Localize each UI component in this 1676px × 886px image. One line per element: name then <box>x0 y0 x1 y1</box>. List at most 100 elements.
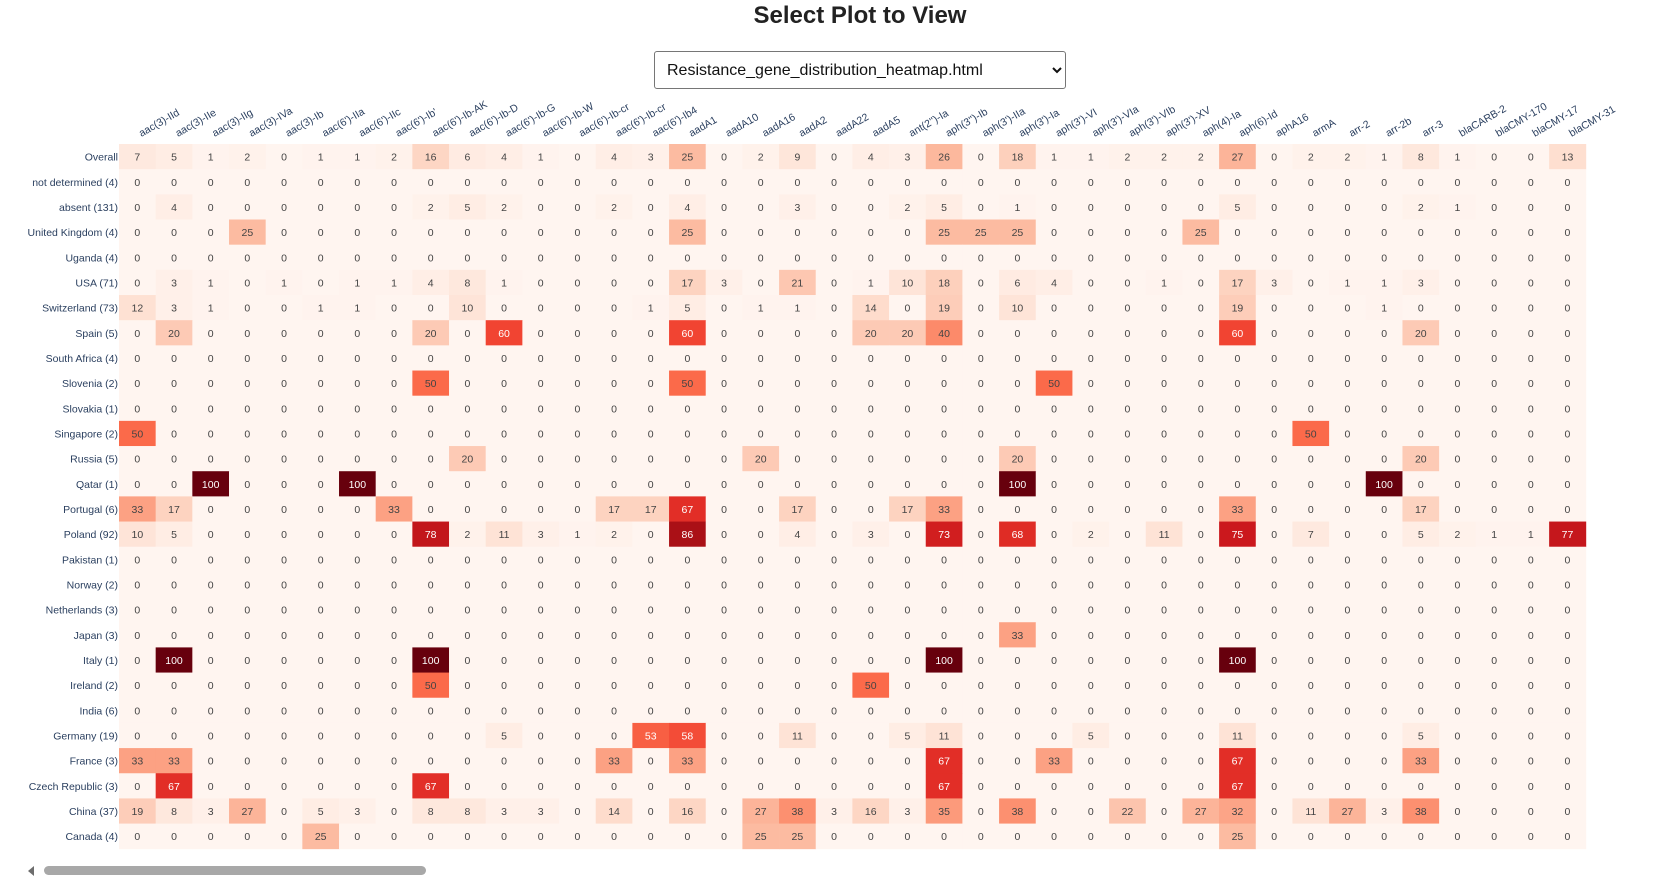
heatmap-cell[interactable] <box>779 144 817 170</box>
heatmap-cell[interactable] <box>742 320 780 346</box>
heatmap-cell[interactable] <box>815 194 853 220</box>
heatmap-cell[interactable] <box>119 219 157 246</box>
heatmap-cell[interactable] <box>852 169 890 195</box>
horizontal-scrollbar[interactable] <box>28 865 1676 877</box>
heatmap-cell[interactable] <box>1035 244 1073 271</box>
heatmap-cell[interactable] <box>1292 244 1330 271</box>
heatmap-cell[interactable] <box>485 244 523 271</box>
heatmap-cell[interactable] <box>1292 144 1330 170</box>
heatmap-cell[interactable] <box>485 144 523 170</box>
heatmap-cell[interactable] <box>1035 269 1073 296</box>
heatmap-cell[interactable] <box>742 295 780 321</box>
heatmap-cell[interactable] <box>119 244 157 271</box>
heatmap-cell[interactable] <box>1109 169 1147 195</box>
heatmap-cell[interactable] <box>485 269 523 296</box>
heatmap-cell[interactable] <box>119 169 157 195</box>
heatmap-cell[interactable] <box>595 269 633 296</box>
heatmap-cell[interactable] <box>595 169 633 195</box>
heatmap-cell[interactable] <box>705 320 743 346</box>
heatmap-cell[interactable] <box>485 295 523 321</box>
heatmap-cell[interactable] <box>1439 219 1477 246</box>
heatmap-cell[interactable] <box>559 295 597 321</box>
heatmap-cell[interactable] <box>229 194 267 220</box>
heatmap-cell[interactable] <box>265 144 303 170</box>
heatmap-cell[interactable] <box>265 295 303 321</box>
heatmap-cell[interactable] <box>1109 219 1147 246</box>
heatmap-cell[interactable] <box>229 169 267 195</box>
heatmap-cell[interactable] <box>155 320 193 346</box>
heatmap-cell[interactable] <box>1365 169 1403 195</box>
heatmap-cell[interactable] <box>852 219 890 246</box>
heatmap-cell[interactable] <box>632 144 670 170</box>
heatmap-cell[interactable] <box>999 269 1037 296</box>
heatmap-cell[interactable] <box>522 169 560 195</box>
heatmap-cell[interactable] <box>852 320 890 346</box>
heatmap-cell[interactable] <box>412 269 450 296</box>
heatmap-cell[interactable] <box>1255 194 1293 220</box>
heatmap-cell[interactable] <box>1365 194 1403 220</box>
heatmap-cell[interactable] <box>1512 169 1550 195</box>
heatmap-cell[interactable] <box>1439 244 1477 271</box>
heatmap-cell[interactable] <box>1365 219 1403 246</box>
heatmap-cell[interactable] <box>632 194 670 220</box>
heatmap-cell[interactable] <box>852 295 890 321</box>
heatmap-cell[interactable] <box>1145 295 1183 321</box>
heatmap-cell[interactable] <box>192 269 230 296</box>
heatmap-cell[interactable] <box>1329 269 1367 296</box>
heatmap-cell[interactable] <box>375 219 413 246</box>
heatmap-cell[interactable] <box>155 169 193 195</box>
heatmap-cell[interactable] <box>1109 295 1147 321</box>
heatmap-cell[interactable] <box>1329 144 1367 170</box>
heatmap-cell[interactable] <box>1365 144 1403 170</box>
heatmap-cell[interactable] <box>779 219 817 246</box>
heatmap-cell[interactable] <box>705 269 743 296</box>
heatmap-cell[interactable] <box>669 144 707 170</box>
heatmap-cell[interactable] <box>192 320 230 346</box>
heatmap-cell[interactable] <box>1072 295 1110 321</box>
heatmap-cell[interactable] <box>229 269 267 296</box>
heatmap-cell[interactable] <box>375 269 413 296</box>
heatmap-cell[interactable] <box>119 194 157 220</box>
heatmap-cell[interactable] <box>192 295 230 321</box>
heatmap-cell[interactable] <box>229 219 267 246</box>
heatmap-cell[interactable] <box>1109 144 1147 170</box>
heatmap-cell[interactable] <box>1475 269 1513 296</box>
heatmap-cell[interactable] <box>705 169 743 195</box>
heatmap-cell[interactable] <box>449 269 487 296</box>
heatmap-cell[interactable] <box>302 194 340 220</box>
heatmap-cell[interactable] <box>925 144 963 170</box>
heatmap-cell[interactable] <box>1292 169 1330 195</box>
heatmap-cell[interactable] <box>1512 269 1550 296</box>
scroll-left-arrow-icon[interactable] <box>28 866 34 876</box>
heatmap-cell[interactable] <box>1475 194 1513 220</box>
heatmap-cell[interactable] <box>889 244 927 271</box>
heatmap-cell[interactable] <box>1512 295 1550 321</box>
heatmap-cell[interactable] <box>925 219 963 246</box>
heatmap-cell[interactable] <box>302 169 340 195</box>
heatmap-cell[interactable] <box>1072 169 1110 195</box>
heatmap-cell[interactable] <box>779 320 817 346</box>
heatmap-cell[interactable] <box>559 320 597 346</box>
heatmap-cell[interactable] <box>302 219 340 246</box>
heatmap-cell[interactable] <box>1512 144 1550 170</box>
heatmap-cell[interactable] <box>1512 244 1550 271</box>
heatmap-cell[interactable] <box>815 269 853 296</box>
heatmap-cell[interactable] <box>1365 244 1403 271</box>
heatmap-cell[interactable] <box>1329 295 1367 321</box>
heatmap-cell[interactable] <box>559 244 597 271</box>
heatmap-cell[interactable] <box>1109 244 1147 271</box>
heatmap-cell[interactable] <box>449 320 487 346</box>
heatmap-cell[interactable] <box>962 269 1000 296</box>
heatmap-cell[interactable] <box>999 194 1037 220</box>
heatmap-cell[interactable] <box>632 244 670 271</box>
heatmap-cell[interactable] <box>595 144 633 170</box>
heatmap-cell[interactable] <box>669 169 707 195</box>
heatmap-cell[interactable] <box>119 269 157 296</box>
heatmap-cell[interactable] <box>485 219 523 246</box>
heatmap-cell[interactable] <box>485 169 523 195</box>
heatmap-cell[interactable] <box>1255 269 1293 296</box>
heatmap-cell[interactable] <box>1439 144 1477 170</box>
heatmap-cell[interactable] <box>559 194 597 220</box>
heatmap-cell[interactable] <box>632 169 670 195</box>
heatmap-cell[interactable] <box>339 219 377 246</box>
